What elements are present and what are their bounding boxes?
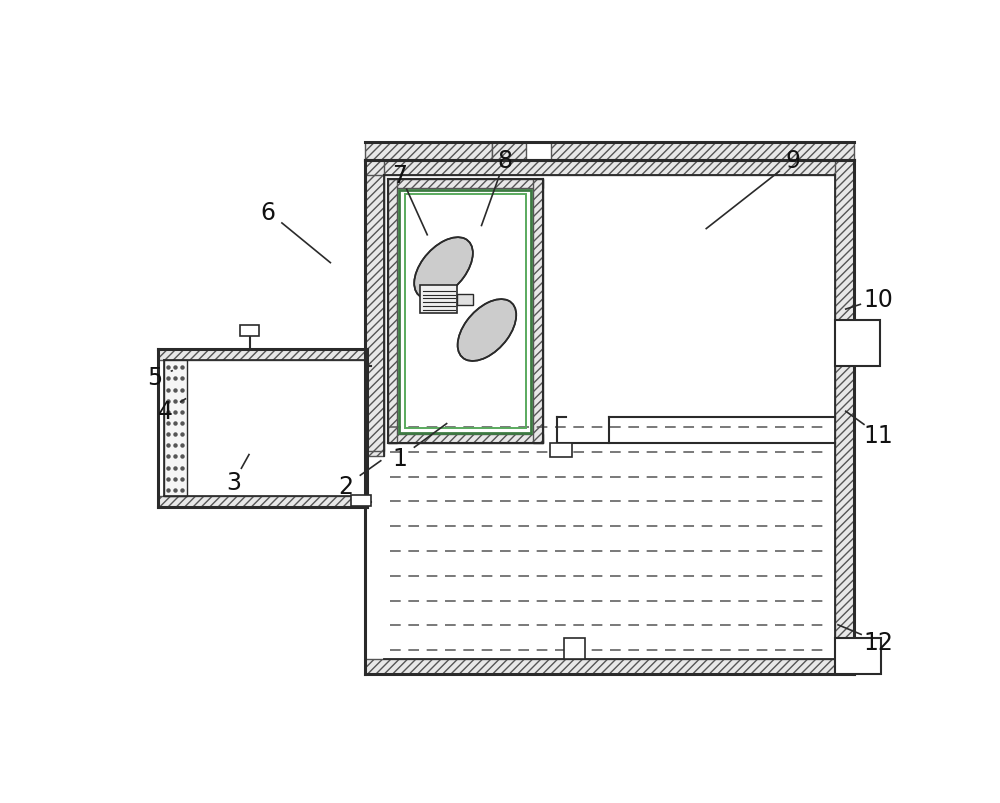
Bar xyxy=(388,435,543,444)
Bar xyxy=(365,659,854,675)
Bar xyxy=(365,176,384,451)
Bar xyxy=(365,143,492,161)
Bar xyxy=(240,325,259,336)
Bar xyxy=(420,286,457,313)
Bar xyxy=(351,495,371,507)
Bar xyxy=(158,496,367,507)
Text: 2: 2 xyxy=(338,474,353,498)
Text: 6: 6 xyxy=(261,201,276,225)
Bar xyxy=(551,143,854,161)
Bar xyxy=(533,180,543,444)
Bar xyxy=(492,143,526,161)
Text: 7: 7 xyxy=(393,164,408,187)
Bar xyxy=(399,190,531,433)
Text: 5: 5 xyxy=(147,365,162,389)
Bar xyxy=(388,180,543,189)
Bar xyxy=(564,638,585,659)
Bar xyxy=(492,143,585,161)
Text: 12: 12 xyxy=(863,630,893,654)
Bar xyxy=(388,180,397,444)
Bar xyxy=(457,294,473,305)
Text: 4: 4 xyxy=(158,400,173,424)
Text: 1: 1 xyxy=(393,446,408,470)
Text: 8: 8 xyxy=(497,149,512,173)
Bar xyxy=(158,350,367,361)
Text: 3: 3 xyxy=(226,471,241,495)
Bar xyxy=(164,361,187,496)
Text: 11: 11 xyxy=(863,423,893,447)
Bar xyxy=(365,161,384,456)
Bar xyxy=(835,320,880,366)
Bar xyxy=(835,161,854,675)
Bar xyxy=(835,638,881,675)
Text: 9: 9 xyxy=(786,149,801,173)
Bar xyxy=(365,161,854,176)
Ellipse shape xyxy=(458,300,516,361)
Bar xyxy=(405,195,526,429)
Ellipse shape xyxy=(414,238,473,300)
Bar xyxy=(550,444,572,458)
Text: 10: 10 xyxy=(863,287,893,311)
